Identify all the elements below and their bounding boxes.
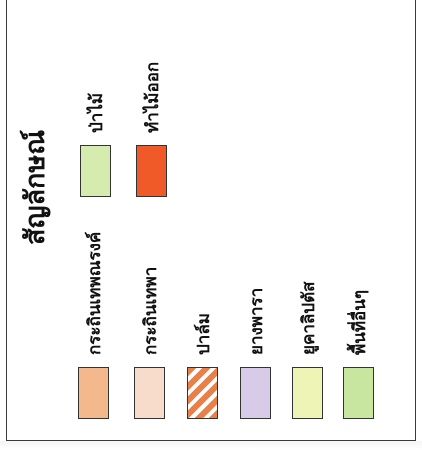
legend-swatch-acacia-mangium [78,367,109,419]
legend-swatch-forest [80,145,111,197]
legend-label-logging: ทำไม้ออก [143,61,163,133]
legend-label-rubber: ยางพารา [247,287,267,355]
legend-label-other-areas: พื้นที่อื่นๆ [350,290,370,355]
legend-swatch-eucalyptus [292,367,323,419]
legend-swatch-logging [136,145,167,197]
legend-title: สัญลักษณ์ [20,129,51,245]
legend-label-acacia-auriculiformis: กระถินเทพา [141,266,161,355]
legend-label-acacia-mangium: กระถินเทพณรงค์ [85,231,105,355]
legend-swatch-acacia-auriculiformis [134,367,165,419]
map-legend-panel: สัญลักษณ์ ป่าไม้ ทำไม้ออก กระถินเทพณรงค์… [6,0,416,441]
legend-swatch-oil-palm [187,367,218,419]
legend-label-forest: ป่าไม้ [87,92,107,133]
page-bottom-margin [0,441,422,450]
legend-label-eucalyptus: ยูคาลิปตัส [299,281,319,355]
legend-label-oil-palm: ปาล์ม [194,313,214,355]
legend-swatch-rubber [240,367,271,419]
legend-swatch-other-areas [343,367,374,419]
